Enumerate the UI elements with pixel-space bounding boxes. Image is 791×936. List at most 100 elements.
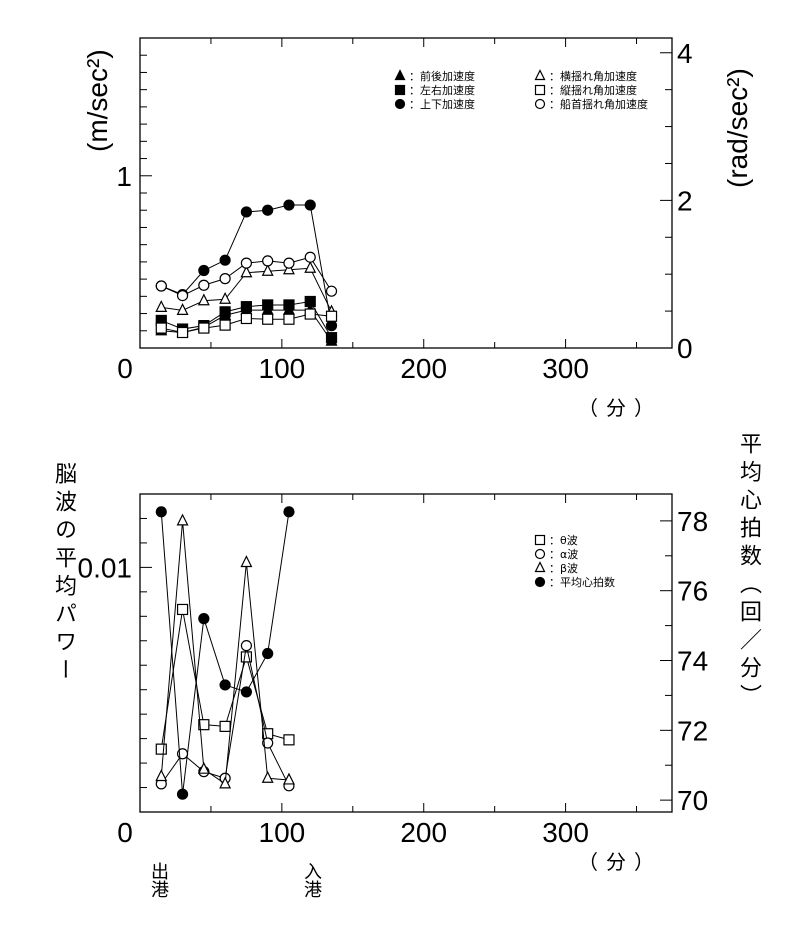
- data-point: [240, 265, 253, 278]
- bottom-right-axis-label: 平均心拍数（回／分）: [737, 432, 762, 712]
- data-point: [219, 306, 231, 318]
- legend: ：θ波：α波：β波：平均心拍数: [534, 534, 615, 589]
- data-point: [155, 280, 167, 292]
- legend-label: ：α波: [549, 548, 578, 561]
- legend-label: ：θ波: [549, 534, 578, 547]
- legend-marker: [534, 534, 546, 546]
- data-point: [261, 770, 274, 783]
- data-point: [176, 289, 189, 302]
- data-point: [304, 251, 316, 263]
- legend-label: ：横揺れ角加速度: [549, 69, 637, 83]
- series-β波: [155, 513, 295, 789]
- data-point: [325, 285, 338, 297]
- data-point: [283, 199, 295, 211]
- data-point: [240, 651, 252, 663]
- y-tick-label-right: 74: [677, 646, 708, 677]
- legend-marker: [534, 561, 546, 573]
- data-point: [155, 506, 167, 518]
- legend-marker: [394, 98, 406, 110]
- data-point: [198, 322, 210, 334]
- data-point: [262, 255, 274, 267]
- y-tick-label-right: 78: [677, 506, 708, 537]
- y-tick-label-right: 2: [677, 185, 693, 216]
- data-point: [198, 279, 210, 291]
- data-point: [219, 254, 231, 266]
- data-point: [262, 647, 274, 660]
- data-point: [325, 310, 338, 322]
- legend-label: ：船首揺れ角加速度: [549, 97, 648, 111]
- x-tick-label: 0: [117, 817, 133, 848]
- y-tick-label-left: 1: [116, 161, 132, 192]
- data-point: [240, 640, 252, 652]
- x-tick-label: 100: [259, 817, 306, 848]
- data-point: [325, 320, 338, 332]
- data-point: [176, 326, 189, 339]
- y-tick-label-right: 72: [677, 715, 708, 746]
- x-tick-label: 300: [542, 353, 589, 384]
- chart-1: ：前後加速度：左右加速度：上下加速度 ：横揺れ角加速度：縦揺れ角加速度：船首揺れ角…: [139, 37, 673, 349]
- legend-marker: [394, 69, 406, 81]
- y-tick-label-right: 0: [677, 333, 693, 364]
- data-point: [283, 299, 295, 311]
- arrival-annotation: 入港: [302, 862, 322, 898]
- legend-label: ：β波: [549, 562, 578, 575]
- data-point: [304, 295, 316, 308]
- data-point: [304, 260, 317, 273]
- data-point: [262, 299, 274, 311]
- data-point: [155, 743, 167, 755]
- bottom-x-unit-label: （分）: [578, 852, 662, 874]
- data-point: [262, 204, 274, 216]
- top-x-unit-label: （分）: [578, 398, 662, 420]
- y-tick-label-right: 4: [677, 38, 693, 69]
- legend-marker: [534, 98, 546, 110]
- data-point: [283, 313, 295, 325]
- data-point: [155, 322, 167, 334]
- data-point: [240, 555, 253, 568]
- data-point: [262, 313, 274, 325]
- series-上下加速度: [155, 199, 338, 332]
- series-平均心拍数: [155, 506, 295, 800]
- legend-label: ：左右加速度: [409, 83, 475, 97]
- data-point: [176, 303, 189, 315]
- legend-marker: [534, 69, 546, 81]
- legend-label: ：縦揺れ角加速度: [549, 83, 637, 97]
- y-tick-label-right: 70: [677, 785, 708, 816]
- data-point: [282, 772, 295, 785]
- data-point: [198, 719, 210, 731]
- data-point: [262, 737, 274, 749]
- series-船首揺れ角加速度: [155, 251, 338, 302]
- data-point: [283, 257, 295, 269]
- data-point: [197, 293, 210, 306]
- data-point: [325, 332, 338, 344]
- data-point: [240, 257, 252, 269]
- legend-label: ：上下加速度: [409, 97, 475, 111]
- data-point: [197, 761, 210, 774]
- data-point: [304, 308, 316, 320]
- data-point: [283, 506, 295, 518]
- plot-frame: [139, 493, 673, 813]
- data-point: [198, 264, 210, 277]
- legend-label: ：平均心拍数: [549, 575, 615, 589]
- x-tick-label: 200: [400, 817, 447, 848]
- data-point: [219, 679, 231, 691]
- x-tick-label: 0: [117, 353, 133, 384]
- data-point: [155, 300, 168, 313]
- x-tick-label: 100: [259, 353, 306, 384]
- data-point: [219, 319, 231, 331]
- data-point: [219, 291, 232, 304]
- data-point: [240, 206, 252, 218]
- series-θ波: [155, 603, 295, 755]
- data-point: [282, 262, 295, 275]
- data-point: [262, 728, 274, 740]
- legend-marker: [534, 548, 546, 560]
- x-tick-label: 200: [400, 353, 447, 384]
- data-point: [283, 734, 295, 746]
- data-point: [219, 720, 231, 732]
- data-point: [240, 686, 252, 698]
- data-point: [155, 769, 168, 782]
- y-tick-label-left: 0.01: [78, 552, 133, 583]
- legend-marker: [534, 84, 546, 96]
- data-point: [219, 273, 231, 285]
- data-point: [176, 513, 189, 526]
